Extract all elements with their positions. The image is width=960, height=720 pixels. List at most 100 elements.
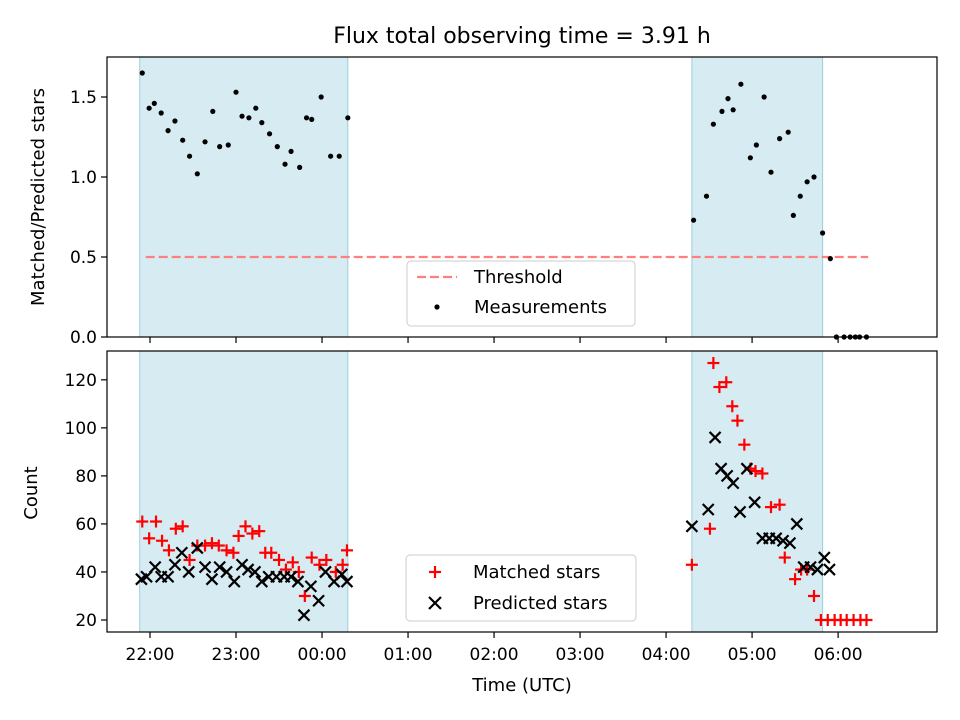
measurements-series <box>139 70 870 340</box>
predicted-legend-label: Predicted stars <box>473 593 607 614</box>
matched-star-point <box>756 467 769 480</box>
matched-star-point <box>808 589 821 602</box>
measurement-point <box>761 94 767 100</box>
predicted-star-point <box>748 496 761 509</box>
y-tick-label: 1.0 <box>70 168 97 188</box>
predicted-star-point <box>685 520 699 533</box>
measurement-point <box>719 108 725 114</box>
measurement-point <box>146 105 152 111</box>
threshold-legend-label: Threshold <box>473 267 563 288</box>
x-tick-label: 05:00 <box>728 645 777 665</box>
y-tick-label: 20 <box>75 611 97 631</box>
bottom-y-axis-label: Count <box>21 466 42 519</box>
measurement-point <box>797 193 803 199</box>
predicted-star-point <box>175 546 189 560</box>
measurement-point <box>253 105 259 111</box>
matched-star-point <box>176 520 189 533</box>
predicted-star-point <box>740 462 754 475</box>
matched-star-point <box>239 520 252 533</box>
matched-star-point <box>707 357 720 370</box>
predicted-star-point <box>790 517 804 531</box>
bottom-shaded-intervals <box>139 350 824 633</box>
top-y-axis: 0.0 0.5 1.0 1.5 <box>70 88 107 348</box>
y-tick-label: 80 <box>75 467 97 487</box>
top-panel: 0.0 0.5 1.0 1.5 Matched/Predicted stars Thr… <box>28 56 938 348</box>
predicted-star-point <box>297 608 311 622</box>
matched-star-point <box>789 573 802 586</box>
top-x-tick-marks <box>149 337 839 343</box>
measurement-point <box>820 230 826 236</box>
top-plot-frame <box>106 56 938 338</box>
bottom-panel: 20 40 60 80 100 120 22:00 23:00 00:00 01:00 02:00… <box>21 350 938 696</box>
matched-star-point <box>162 544 175 557</box>
predicted-star-point <box>804 560 817 574</box>
matched-star-point <box>340 544 353 557</box>
matched-star-point <box>773 498 786 511</box>
y-tick-label: 0.0 <box>70 328 97 348</box>
predicted-star-point <box>205 572 219 586</box>
measurement-point <box>246 115 252 121</box>
predicted-legend-swatch <box>428 596 442 610</box>
measurement-point <box>139 70 145 76</box>
top-legend-frame <box>406 260 636 327</box>
matched-star-point <box>143 532 156 545</box>
x-axis-label: Time (UTC) <box>471 675 572 696</box>
measurement-point <box>827 256 833 262</box>
x-tick-label: 23:00 <box>212 645 261 665</box>
measurement-point <box>172 118 178 124</box>
predicted-star-point <box>284 570 298 584</box>
matched-star-point <box>778 551 791 564</box>
predicted-star-point <box>168 558 182 572</box>
matched-legend-label: Matched stars <box>473 562 600 583</box>
measurement-point <box>239 113 245 119</box>
matched-star-point <box>212 539 225 552</box>
measurement-point <box>297 164 303 170</box>
matched-star-point <box>150 515 163 528</box>
matched-star-point <box>253 525 266 538</box>
x-tick-label: 04:00 <box>642 645 691 665</box>
measurement-point <box>288 148 294 154</box>
measurement-point <box>777 136 783 142</box>
matched-star-point <box>273 553 286 566</box>
bottom-legend-frame <box>405 554 637 622</box>
x-tick-label: 01:00 <box>384 645 433 665</box>
matched-star-point <box>183 553 196 566</box>
predicted-star-point <box>340 575 354 588</box>
measurement-point <box>180 137 186 143</box>
measurement-point <box>690 217 697 223</box>
matched-star-point <box>731 414 744 427</box>
y-tick-label: 40 <box>75 563 97 583</box>
shaded-interval-0 <box>139 56 349 338</box>
measurement-point <box>790 212 796 218</box>
measurement-point <box>274 144 280 150</box>
matched-star-point <box>227 546 240 559</box>
measurement-point <box>158 110 164 116</box>
predicted-stars-series <box>135 431 836 622</box>
measurement-point <box>165 128 171 134</box>
measurement-point <box>194 171 200 177</box>
shaded-interval-0 <box>139 350 349 633</box>
predicted-star-point <box>191 541 204 555</box>
measurement-point <box>151 100 157 106</box>
measurement-point <box>785 129 791 135</box>
measurement-point <box>303 115 310 121</box>
measurement-point <box>336 153 342 159</box>
measurement-point <box>210 108 216 114</box>
measurement-point <box>266 131 273 137</box>
measurement-point <box>328 153 334 159</box>
predicted-star-point <box>241 563 255 576</box>
matched-star-point <box>703 522 716 535</box>
predicted-star-point <box>255 575 269 588</box>
predicted-star-point <box>220 565 233 579</box>
predicted-star-point <box>291 575 305 588</box>
top-legend: Threshold Measurements <box>406 260 636 327</box>
matched-star-point <box>749 465 762 478</box>
matched-star-point <box>265 546 278 559</box>
matched-star-point <box>720 376 733 389</box>
y-tick-label: 100 <box>65 419 97 439</box>
measurements-legend-label: Measurements <box>474 297 607 318</box>
measurement-point <box>753 142 759 148</box>
predicted-star-point <box>733 505 747 519</box>
predicted-star-point <box>182 565 195 579</box>
predicted-star-point <box>148 560 162 574</box>
